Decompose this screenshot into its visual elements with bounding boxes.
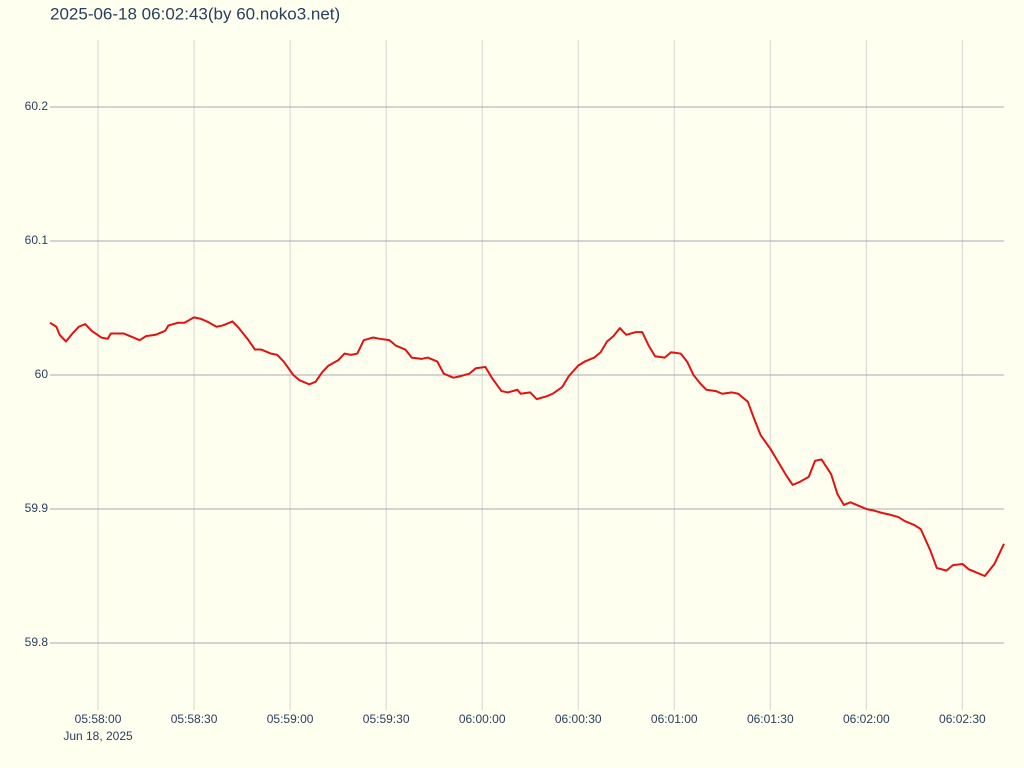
x-tick-label: 06:01:30 [747,712,794,726]
series-line [49,316,1005,577]
y-tick-label: 60.2 [25,99,49,113]
x-tick-label: 06:00:30 [555,712,602,726]
chart-title: 2025-06-18 06:02:43(by 60.noko3.net) [50,4,340,23]
x-tick-label: 06:02:30 [939,712,986,726]
x-tick-date: Jun 18, 2025 [63,729,133,743]
y-tick-label: 59.9 [25,501,49,515]
y-tick-label: 60.1 [25,233,49,247]
x-tick-label: 05:59:30 [363,712,410,726]
y-tick-label: 59.8 [25,635,49,649]
x-tick-label: 05:58:00 [75,712,122,726]
x-tick-label: 06:00:00 [459,712,506,726]
x-tick-label: 05:59:00 [267,712,314,726]
x-tick-label: 06:01:00 [651,712,698,726]
y-tick-label: 60 [35,367,49,381]
x-tick-label: 05:58:30 [171,712,218,726]
x-tick-label: 06:02:00 [843,712,890,726]
